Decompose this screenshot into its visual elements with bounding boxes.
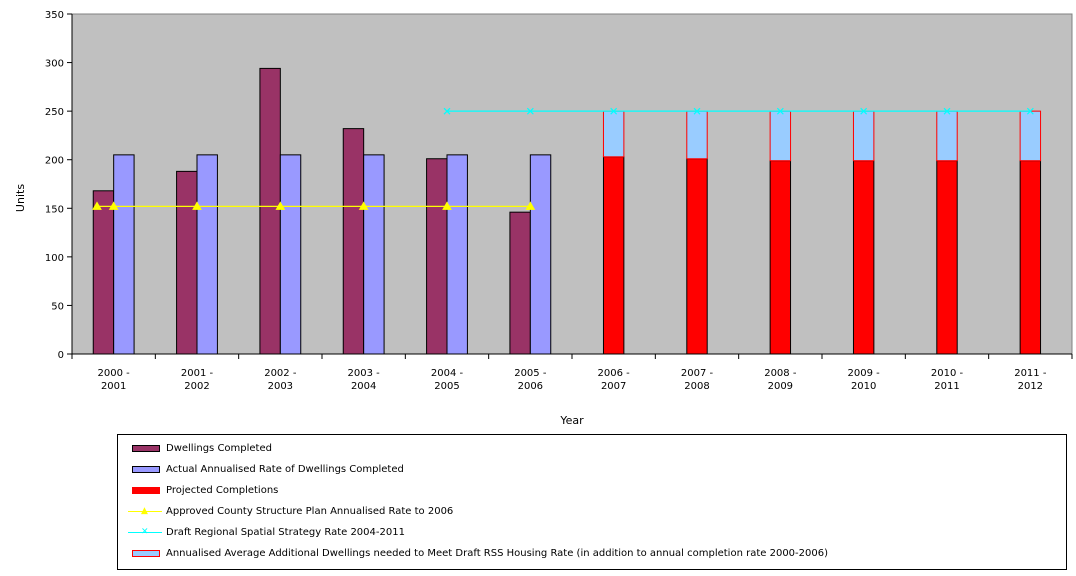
legend-entry-dwellings-completed: Dwellings Completed [128,439,272,457]
rss-rate-point [443,107,451,115]
x-tick-label: 2008 -2009 [764,368,797,392]
rss-rate-point [1026,107,1034,115]
legend: Dwellings Completed Actual Annualised Ra… [117,434,1067,570]
legend-key-structure-plan-rate: ▲ [128,505,162,517]
bar-dwellings-completed [509,211,531,355]
rss-rate-point [776,107,784,115]
legend-entry-structure-plan-rate: ▲ Approved County Structure Plan Annuali… [128,502,453,520]
structure-plan-rate-point [358,201,369,210]
x-axis-title: Year [559,414,584,427]
x-tick-label: 2002 -2003 [264,368,297,392]
x-tick-label: 2003 -2004 [348,368,381,392]
legend-entry-actual-rate: Actual Annualised Rate of Dwellings Comp… [128,460,404,478]
y-tick-label: 300 [45,59,64,70]
structure-plan-rate-point [92,201,102,210]
legend-key-dwellings-completed [128,442,162,454]
bar-actual-annualised-rate [113,154,135,355]
x-tick-label: 2009 -2010 [848,368,881,392]
bar-projected-completions [686,158,708,355]
axes [67,13,1073,359]
y-tick-labels: 0 50 100 150 200 250 300 350 [45,10,64,361]
legend-key-rss-rate: ✕ [128,526,162,538]
legend-label: Draft Regional Spatial Strategy Rate 200… [166,526,405,538]
rss-rate-point [610,107,618,115]
legend-label: Actual Annualised Rate of Dwellings Comp… [166,463,404,475]
x-tick-label: 2004 -2005 [431,368,464,392]
x-tick-label: 2005 -2006 [514,368,547,392]
bars [92,67,1042,355]
bar-additional-dwellings [686,110,708,160]
legend-label: Approved County Structure Plan Annualise… [166,505,454,517]
bar-additional-dwellings [769,110,792,162]
legend-label: Projected Completions [166,484,279,496]
bar-additional-dwellings [936,110,958,162]
y-tick-label: 100 [45,253,64,264]
bar-actual-annualised-rate [529,154,552,355]
y-axis-title: Units [14,184,27,212]
legend-entry-additional-dwellings: Annualised Average Additional Dwellings … [128,544,828,562]
bar-additional-dwellings [852,110,875,162]
rss-rate-point [526,107,534,115]
rss-rate-point [693,107,701,115]
x-tick-label: 2000 -2001 [98,368,131,392]
y-tick-label: 200 [45,156,64,167]
x-tick-label: 2011 -2012 [1014,368,1047,392]
bar-actual-annualised-rate [196,154,218,355]
legend-label: Annualised Average Additional Dwellings … [166,547,828,559]
x-tick-label: 2001 -2002 [181,368,214,392]
structure-plan-rate-point [275,201,286,210]
bar-projected-completions [936,160,958,355]
x-tick-label: 2006 -2007 [598,368,631,392]
y-tick-label: 0 [58,350,64,361]
bar-additional-dwellings [602,110,625,158]
series-lines [92,107,1034,210]
y-tick-label: 350 [45,10,64,21]
bar-actual-annualised-rate [363,154,385,355]
legend-entry-rss-rate: ✕ Draft Regional Spatial Strategy Rate 2… [128,523,405,541]
structure-plan-rate-point [108,201,119,210]
bar-projected-completions [1019,160,1042,355]
bar-projected-completions [602,156,625,355]
y-tick-label: 150 [45,204,64,215]
bar-actual-annualised-rate [279,154,302,355]
bar-dwellings-completed [176,170,198,355]
legend-entry-projected-completions: Projected Completions [128,481,278,499]
structure-plan-rate-point [525,201,536,210]
plot-area [71,13,1073,355]
y-tick-label: 50 [51,301,64,312]
legend-key-projected-completions [128,484,162,496]
y-tick-label: 250 [45,107,64,118]
rss-rate-point [860,107,868,115]
bar-projected-completions [852,160,875,355]
x-tick-label: 2010 -2011 [931,368,964,392]
bar-dwellings-completed [259,67,281,355]
structure-plan-rate-point [192,201,202,210]
x-tick-labels: 2000 -2001 2001 -2002 2002 -2003 2003 -2004… [98,368,1047,392]
legend-label: Dwellings Completed [166,442,272,454]
structure-plan-rate-point [442,201,452,210]
bar-dwellings-completed [342,128,365,355]
bar-additional-dwellings [1019,110,1042,162]
x-tick-label: 2007 -2008 [681,368,714,392]
legend-key-additional-dwellings [128,547,162,559]
rss-rate-point [943,107,951,115]
bar-projected-completions [769,160,792,355]
bar-dwellings-completed [92,190,115,355]
bar-actual-annualised-rate [446,154,468,355]
legend-key-actual-rate [128,463,162,475]
chart-svg: 0 50 100 150 200 250 300 350 2000 -2001 2001 -20… [14,10,1073,427]
bar-dwellings-completed [426,158,448,355]
